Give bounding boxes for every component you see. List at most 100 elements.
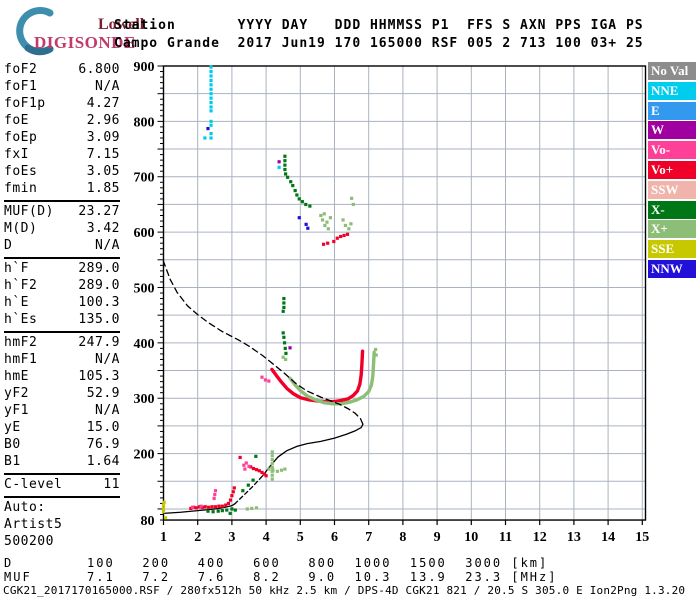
legend-item-vo+: Vo+	[648, 160, 696, 179]
param-row-foE: foE 2.96	[4, 112, 120, 129]
x-tick-label: 9	[434, 530, 441, 545]
param-value: N/A	[95, 79, 120, 94]
param-value: 23.27	[78, 204, 120, 219]
param-row-h`F: h`F 289.0	[4, 260, 120, 277]
x-tick-label: 3	[228, 530, 235, 545]
x-tick-label: 2	[194, 530, 201, 545]
param-value: 4.27	[86, 96, 120, 111]
param-label: C-level	[4, 477, 63, 492]
legend-item-sse: SSE	[648, 240, 696, 259]
y-tick-label: 80	[141, 514, 155, 529]
header-field-values: Campo Grande 2017 Jun19 170 165000 RSF 0…	[114, 36, 644, 51]
logo-digisonde-text: DIGISONDE	[34, 33, 136, 52]
series-f-trace-o-mode	[270, 349, 365, 404]
param-value: 289.0	[78, 261, 120, 276]
param-row-foEs: foEs 3.05	[4, 163, 120, 180]
param-row-C-level: C-level 11	[4, 476, 120, 493]
param-value: 105.3	[78, 369, 120, 384]
autoscaling-info: Auto: Artist5 500200	[4, 498, 120, 553]
param-row-hmF2: hmF2 247.9	[4, 334, 120, 351]
x-tick-label: 5	[297, 530, 304, 545]
param-group-4: C-level 11	[4, 475, 120, 498]
param-value: 3.09	[86, 130, 120, 145]
x-tick-label: 10	[464, 530, 478, 545]
param-row-fmin: fmin 1.85	[4, 180, 120, 197]
x-tick-label: 4	[263, 530, 270, 545]
param-label: yF2	[4, 386, 29, 401]
x-tick-label: 15	[635, 530, 649, 545]
legend-item-vo-: Vo-	[648, 141, 696, 160]
x-tick-label: 11	[499, 530, 512, 545]
param-value: N/A	[95, 403, 120, 418]
param-label: B0	[4, 437, 21, 452]
x-tick-label: 6	[331, 530, 338, 545]
x-tick-label: 8	[399, 530, 406, 545]
series-echoes-vo-plus	[189, 232, 350, 511]
series-echoes-sse	[161, 500, 168, 520]
param-row-MUF(D): MUF(D) 23.27	[4, 203, 120, 220]
param-row-h`F2: h`F2 289.0	[4, 277, 120, 294]
param-row-foF1: foF1 N/A	[4, 78, 120, 95]
param-label: h`F2	[4, 278, 38, 293]
series-profile-valley	[233, 475, 264, 505]
lowell-digisonde-logo: Lowell DIGISONDE	[6, 4, 176, 56]
param-row-B1: B1 1.64	[4, 453, 120, 470]
plot-axes	[157, 65, 647, 526]
header-field-names: Station YYYY DAY DDD HHMMSS P1 FFS S AXN…	[114, 18, 644, 33]
param-label: fxI	[4, 147, 29, 162]
param-row-hmE: hmE 105.3	[4, 368, 120, 385]
param-label: D	[4, 238, 13, 253]
legend-item-nne: NNE	[648, 81, 696, 100]
y-tick-label: 600	[134, 226, 155, 241]
param-value: 52.9	[86, 386, 120, 401]
param-label: hmE	[4, 369, 29, 384]
legend-item-ssw: SSW	[648, 180, 696, 199]
y-tick-label: 200	[134, 448, 155, 463]
param-label: foEs	[4, 164, 38, 179]
y-tick-label: 900	[134, 60, 155, 75]
x-tick-label: 1	[160, 530, 167, 545]
param-label: foE	[4, 113, 29, 128]
param-row-B0: B0 76.9	[4, 436, 120, 453]
param-label: foEp	[4, 130, 38, 145]
muf-table-d-row: D 100 200 400 600 800 1000 1500 3000 [km…	[4, 556, 549, 570]
series-echoes-nnw	[206, 126, 310, 230]
param-value: 2.96	[86, 113, 120, 128]
muf-table-muf-row: MUF 7.1 7.2 7.6 8.2 9.0 10.3 13.9 23.3 […	[4, 570, 558, 584]
param-label: h`F	[4, 261, 29, 276]
param-value: 247.9	[78, 335, 120, 350]
autoscaling-line: 500200	[4, 534, 54, 549]
crescent-logo-icon	[16, 7, 54, 56]
y-tick-label: 800	[134, 115, 155, 130]
param-label: yF1	[4, 403, 29, 418]
scaled-parameters-panel: foF2 6.800 foF1 N/A foF1p 4.27 foE 2.96 foEp 3.09…	[4, 60, 120, 553]
x-tick-label: 13	[567, 530, 581, 545]
series-echoes-x-plus	[245, 196, 378, 511]
series-profile-f-region	[262, 423, 364, 477]
y-tick-label: 500	[134, 281, 155, 296]
param-row-yF2: yF2 52.9	[4, 385, 120, 402]
legend-item-x-: X-	[648, 200, 696, 219]
series-echoes-vo-minus	[190, 375, 271, 509]
param-label: foF2	[4, 62, 38, 77]
legend-item-e: E	[648, 101, 696, 120]
plot-gridlines	[163, 66, 646, 521]
status-footer: CGK21_2017170165000.RSF / 280fx512h 50 k…	[3, 584, 686, 597]
y-tick-label: 700	[134, 171, 155, 186]
param-value: 1.85	[86, 181, 120, 196]
param-value: 3.42	[86, 221, 120, 236]
series-echoes-w	[277, 160, 292, 350]
autoscaling-line: Auto:	[4, 500, 46, 515]
param-row-fxI: fxI 7.15	[4, 146, 120, 163]
y-tick-label: 400	[134, 337, 155, 352]
param-row-yF1: yF1 N/A	[4, 402, 120, 419]
x-tick-label: 14	[601, 530, 615, 545]
param-value: 3.05	[86, 164, 120, 179]
logo-lowell-text: Lowell	[98, 16, 145, 33]
param-label: MUF(D)	[4, 204, 54, 219]
series-f-trace-x-mode	[288, 350, 376, 406]
param-value: 11	[103, 477, 120, 492]
param-group-2: h`F 289.0 h`F2 289.0 h`E 100.3 h`Es 135.0	[4, 259, 120, 333]
